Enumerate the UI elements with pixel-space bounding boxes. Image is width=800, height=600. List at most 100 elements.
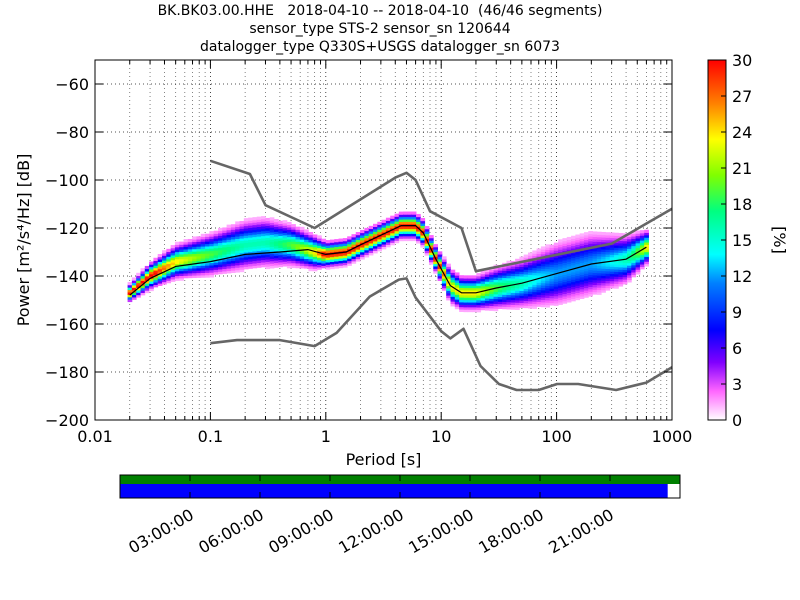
density-cell [174,268,180,272]
density-cell [575,292,581,296]
density-cell [566,272,572,277]
density-cell [269,253,275,257]
density-cell [588,233,593,237]
density-cell [428,242,434,246]
density-cell [162,269,167,273]
density-cell [527,298,533,302]
density-cell [411,237,417,242]
density-cell [644,232,649,236]
density-cell [627,260,632,264]
density-cell [351,248,357,252]
density-cell [377,236,383,240]
density-cell [196,272,202,276]
density-cell [299,246,305,250]
colorbar-tick-label: 3 [732,375,742,394]
density-cell [196,245,202,250]
density-cell [243,232,249,236]
density-cell [291,228,296,233]
density-cell [248,220,253,224]
density-cell [286,233,292,238]
density-cell [407,237,413,242]
density-cell [222,270,228,274]
density-cell [433,253,438,257]
density-cell [174,272,180,277]
density-cell [484,278,490,282]
density-cell [489,283,494,287]
density-cell [252,260,258,264]
density-cell [282,251,288,255]
density-cell [515,265,520,270]
density-cell [480,280,486,284]
density-cell [562,250,568,254]
density-cell [596,265,602,269]
density-cell [639,261,645,265]
density-cell [484,271,490,275]
density-cell [282,232,288,236]
density-cell [295,250,301,254]
density-cell [196,243,202,247]
density-cell [545,275,550,279]
density-cell [558,265,563,269]
density-cell [609,273,615,277]
density-cell [614,237,619,241]
density-cell [235,252,240,256]
density-cell [295,233,301,238]
density-cell [317,256,322,261]
density-cell [390,222,395,227]
density-cell [312,268,318,272]
density-cell [527,254,533,259]
density-cell [592,279,598,283]
chart-title-line-1: BK.BK03.00.HHE 2018-04-10 -- 2018-04-10 … [157,3,603,19]
density-cell [239,254,245,258]
density-cell [192,270,197,274]
density-cell [312,246,318,250]
density-cell [622,264,628,268]
density-cell [519,266,525,270]
density-cell [304,253,309,257]
density-cell [243,256,249,260]
density-cell [256,247,262,252]
density-cell [265,253,271,258]
density-cell [601,263,606,267]
density-cell [549,280,555,284]
density-cell [506,275,512,279]
density-cell [467,304,473,308]
density-cell [420,239,426,243]
density-cell [243,254,249,258]
density-cell [342,264,348,268]
density-cell [187,250,193,255]
density-cell [166,270,172,274]
density-cell [342,259,348,263]
density-cell [209,240,215,244]
density-cell [205,233,210,237]
density-cell [536,272,542,276]
density-cell [519,295,525,299]
density-cell [334,246,339,250]
density-cell [209,252,215,256]
density-cell [226,241,232,245]
density-cell [235,247,240,251]
density-cell [209,262,215,266]
density-cell [205,250,210,254]
density-cell [368,242,374,246]
density-cell [420,241,426,246]
density-cell [239,220,245,225]
density-cell [192,241,197,245]
density-cell [601,236,606,240]
density-cell [261,220,266,225]
density-cell [342,257,348,261]
density-cell [631,240,637,244]
colorbar-tick-label: 9 [732,303,742,322]
density-cell [213,257,219,261]
density-cell [127,296,133,300]
density-cell [532,269,538,273]
density-cell [463,282,469,286]
density-cell [424,240,430,244]
density-cell [532,293,538,297]
density-cell [312,251,318,255]
density-cell [588,252,593,256]
density-cell [588,281,593,285]
density-cell [575,282,581,286]
density-cell [450,296,456,300]
density-cell [527,295,533,299]
